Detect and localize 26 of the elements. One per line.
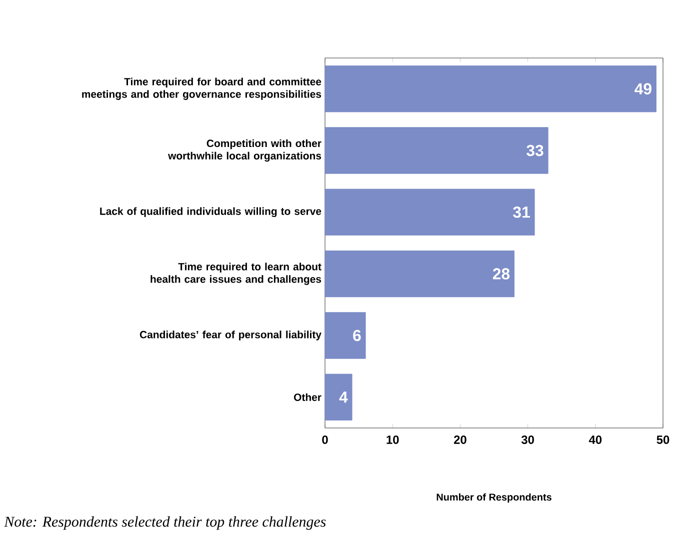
x-tick-label: 40 xyxy=(588,436,602,444)
bar xyxy=(324,374,352,420)
x-tick-label: 30 xyxy=(521,436,534,444)
data-label: 4 xyxy=(339,392,348,403)
data-label: 28 xyxy=(492,268,510,280)
x-tick-label: 50 xyxy=(656,436,670,444)
bar xyxy=(324,188,535,236)
bar xyxy=(324,127,548,174)
text: Note: Respondents selected their top three challenges xyxy=(4,516,326,530)
bar xyxy=(324,250,514,298)
y-tick-label: Lack of qualified individuals willing to serve xyxy=(100,207,322,218)
y-tick-label: Other xyxy=(294,393,322,402)
x-tick-label: 20 xyxy=(454,436,466,444)
bar xyxy=(324,66,656,112)
y-tick-label: Candidates’ fear of personal liability xyxy=(140,330,322,340)
data-label: 31 xyxy=(513,206,530,218)
data-label: 6 xyxy=(353,330,361,342)
data-label: 33 xyxy=(526,144,544,156)
x-tick-label: 10 xyxy=(386,436,399,444)
bar xyxy=(324,312,366,359)
x-tick-label: 0 xyxy=(322,436,328,444)
y-tick-label: Competition with other worthwhile local organizations xyxy=(168,139,322,162)
x-axis-title: Number of Respondents xyxy=(436,493,552,503)
y-tick-label: Time required to learn about health care issues and challenges xyxy=(150,262,322,285)
y-tick-label: Time required for board and committee meetings and other governance responsibilities xyxy=(82,78,322,100)
data-label: 49 xyxy=(634,83,652,94)
